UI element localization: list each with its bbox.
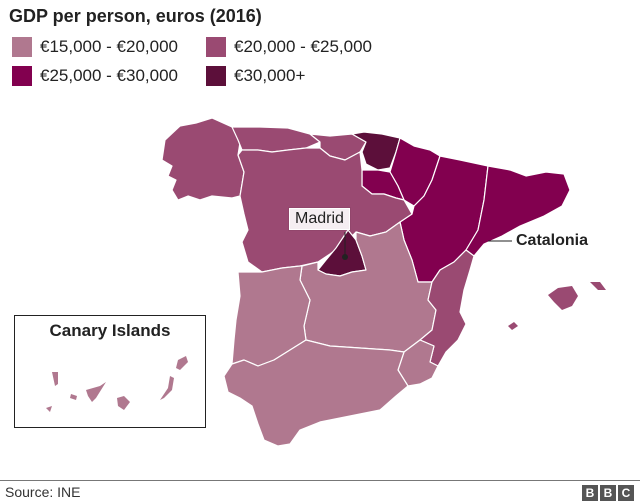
region-andalusia[interactable] [223, 339, 409, 447]
canary-islands-inset: Canary Islands [14, 315, 206, 428]
madrid-label: Madrid [289, 208, 350, 230]
legend-swatch [206, 66, 226, 86]
legend-label: €15,000 - €20,000 [40, 37, 179, 56]
region-catalonia[interactable] [465, 165, 571, 257]
bbc-logo-letter: C [618, 485, 634, 501]
bbc-logo-letter: B [582, 485, 598, 501]
region-valencia[interactable] [419, 249, 475, 367]
footer-divider [0, 480, 640, 481]
catalonia-label: Catalonia [516, 232, 589, 249]
legend-item-30k-plus: €30,000+ [206, 66, 305, 86]
source-text: Source: INE [5, 484, 81, 500]
canary-islands-shapes[interactable] [46, 356, 188, 412]
legend-item-20k-25k: €20,000 - €25,000 [206, 37, 372, 57]
legend-label: €20,000 - €25,000 [234, 37, 373, 56]
bbc-logo: B B C [582, 485, 634, 501]
legend-item-15k-20k: €15,000 - €20,000 [12, 37, 178, 57]
legend-swatch [12, 66, 32, 86]
legend-swatch [12, 37, 32, 57]
balearic-islands[interactable] [508, 282, 606, 330]
canary-islands-title: Canary Islands [49, 321, 171, 340]
legend-label: €25,000 - €30,000 [40, 66, 179, 85]
map-title: GDP per person, euros (2016) [9, 6, 262, 26]
legend-label: €30,000+ [234, 66, 306, 85]
legend-swatch [206, 37, 226, 57]
legend-item-25k-30k: €25,000 - €30,000 [12, 66, 178, 86]
region-galicia[interactable] [161, 117, 245, 201]
region-basque[interactable] [351, 131, 401, 171]
madrid-marker-icon [342, 254, 348, 260]
bbc-logo-letter: B [600, 485, 616, 501]
